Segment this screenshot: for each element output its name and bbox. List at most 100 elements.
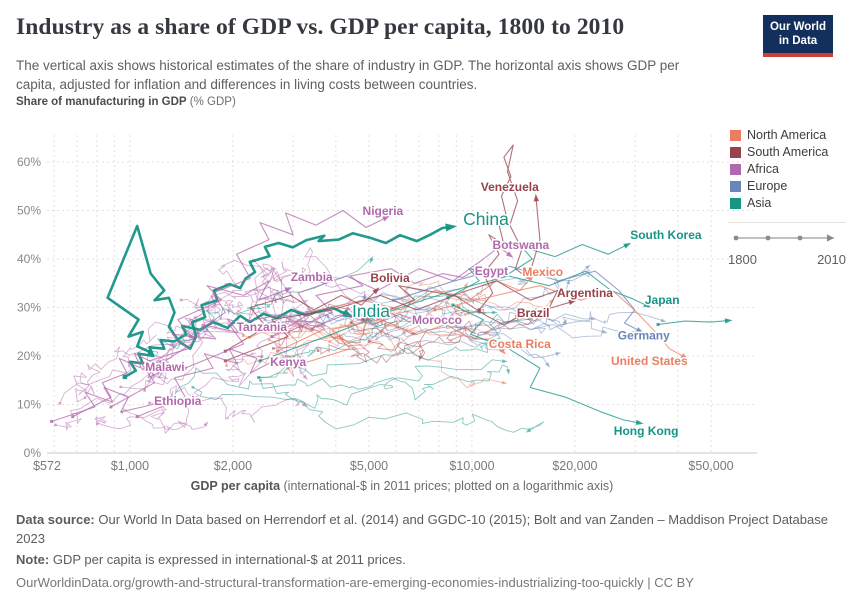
background-country-line[interactable] <box>259 294 495 378</box>
series-line-venezuela[interactable] <box>478 144 541 311</box>
country-label-morocco[interactable]: Morocco <box>410 312 463 329</box>
country-label-malawi[interactable]: Malawi <box>144 359 186 376</box>
note-label: Note: <box>16 552 50 567</box>
chart-footer: Data source: Our World In Data based on … <box>16 511 832 592</box>
trajectory-arrowhead <box>527 273 535 282</box>
country-label-china[interactable]: China <box>462 208 511 231</box>
country-label-argentina[interactable]: Argentina <box>555 284 614 301</box>
country-label-mexico[interactable]: Mexico <box>521 264 565 281</box>
continent-legend: North America South America Africa Europe As… <box>730 128 846 214</box>
series-line-malawi[interactable] <box>72 353 169 418</box>
trajectory-start-marker <box>179 298 183 302</box>
background-country-line[interactable] <box>269 304 593 329</box>
country-label-japan[interactable]: Japan <box>643 292 681 309</box>
series-line-ethiopia[interactable] <box>51 386 163 423</box>
trajectory-start-marker <box>286 330 290 334</box>
trajectory-start-marker <box>95 422 99 426</box>
background-country-line[interactable] <box>73 343 174 403</box>
country-label-germany[interactable]: Germany <box>616 327 671 344</box>
legend-item-africa[interactable]: Africa <box>730 162 846 176</box>
background-country-line[interactable] <box>149 385 306 423</box>
trajectory-arrowhead <box>372 287 380 295</box>
owid-logo[interactable]: Our World in Data <box>763 15 833 57</box>
country-label-egypt[interactable]: Egypt <box>473 263 509 280</box>
series-line-china[interactable] <box>106 224 451 354</box>
series-line-united-states[interactable] <box>434 285 685 358</box>
trajectory-start-marker <box>119 385 122 389</box>
country-label-ethiopia[interactable]: Ethiopia <box>153 393 204 410</box>
series-line-kenya[interactable] <box>136 348 274 418</box>
background-country-line[interactable] <box>181 288 315 316</box>
series-line-india[interactable] <box>124 306 349 379</box>
background-country-line[interactable] <box>144 332 213 391</box>
page-title: Industry as a share of GDP vs. GDP per c… <box>16 14 625 40</box>
series-line-germany[interactable] <box>393 265 640 332</box>
background-country-line[interactable] <box>369 315 542 351</box>
trajectory-arrowhead <box>158 400 167 406</box>
background-country-line[interactable] <box>270 260 366 302</box>
background-country-line[interactable] <box>258 305 559 358</box>
series-line-botswana[interactable] <box>271 246 511 338</box>
country-label-venezuela[interactable]: Venezuela <box>479 179 540 196</box>
background-country-line[interactable] <box>253 260 310 378</box>
trajectory-start-marker <box>270 335 274 339</box>
country-label-zambia[interactable]: Zambia <box>289 268 334 285</box>
legend-item-europe[interactable]: Europe <box>730 179 846 193</box>
y-tick-label: 10% <box>17 398 41 412</box>
background-country-line[interactable] <box>321 305 566 341</box>
series-line-south-korea[interactable] <box>447 243 628 299</box>
background-country-line[interactable] <box>259 364 509 401</box>
country-label-botswana[interactable]: Botswana <box>491 236 551 253</box>
country-label-tanzania[interactable]: Tanzania <box>235 318 289 335</box>
series-line-tanzania[interactable] <box>110 318 250 408</box>
series-line-egypt[interactable] <box>287 268 477 333</box>
series-line-zambia[interactable] <box>150 280 289 372</box>
background-country-line[interactable] <box>148 256 374 356</box>
series-line-hong-kong[interactable] <box>452 304 640 424</box>
country-label-south-korea[interactable]: South Korea <box>629 227 704 244</box>
background-country-line[interactable] <box>172 359 505 409</box>
background-country-line[interactable] <box>369 311 664 341</box>
x-tick-label: $10,000 <box>449 459 494 473</box>
background-country-line[interactable] <box>268 323 505 389</box>
country-label-nigeria[interactable]: Nigeria <box>361 202 405 219</box>
trajectory-arrowhead <box>492 310 498 315</box>
trajectory-arrowhead <box>724 318 733 324</box>
source-url[interactable]: OurWorldinData.org/growth-and-structural… <box>16 574 694 590</box>
country-label-brazil[interactable]: Brazil <box>515 304 551 321</box>
country-label-united-states[interactable]: United States <box>609 352 689 369</box>
background-country-line[interactable] <box>248 247 352 323</box>
background-country-line[interactable] <box>264 292 549 366</box>
background-country-line[interactable] <box>258 310 536 378</box>
series-line-brazil[interactable] <box>225 294 519 362</box>
trajectory-start-marker <box>122 374 128 380</box>
series-line-unlabeled[interactable] <box>657 320 728 326</box>
background-country-line[interactable] <box>315 340 426 364</box>
series-line-mexico[interactable] <box>277 277 532 352</box>
country-label-kenya[interactable]: Kenya <box>269 353 308 370</box>
trajectory-arrowhead <box>514 313 523 320</box>
background-country-line[interactable] <box>329 293 552 347</box>
country-label-bolivia[interactable]: Bolivia <box>369 269 412 286</box>
background-country-line[interactable] <box>94 403 207 431</box>
background-country-line[interactable] <box>226 305 460 366</box>
legend-item-asia[interactable]: Asia <box>730 196 846 210</box>
background-country-line[interactable] <box>192 386 545 433</box>
background-country-line[interactable] <box>283 310 467 342</box>
legend-swatch <box>730 129 741 141</box>
background-country-line[interactable] <box>341 290 652 339</box>
country-label-hong-kong[interactable]: Hong Kong <box>612 423 680 440</box>
trajectory-start-marker <box>271 347 275 350</box>
legend-item-south-america[interactable]: South America <box>730 145 846 159</box>
series-line-nigeria[interactable] <box>189 209 387 338</box>
series-line-morocco[interactable] <box>184 313 419 369</box>
trajectory-arrowhead <box>660 318 667 323</box>
background-country-line[interactable] <box>319 303 487 326</box>
legend-item-north-america[interactable]: North America <box>730 128 846 142</box>
country-label-costa-rica[interactable]: Costa Rica <box>487 335 552 352</box>
trajectory-arrowhead <box>533 193 539 202</box>
series-line-bolivia[interactable] <box>225 290 377 352</box>
background-country-line[interactable] <box>350 309 545 354</box>
country-label-india[interactable]: India <box>351 299 392 322</box>
background-country-line[interactable] <box>194 259 293 319</box>
